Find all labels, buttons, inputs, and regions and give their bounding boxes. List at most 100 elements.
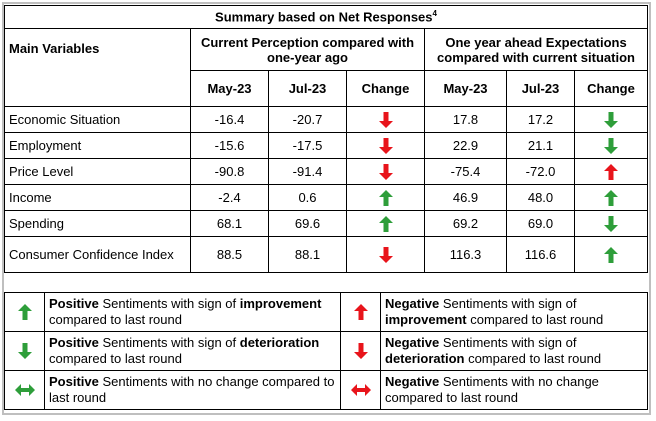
legend-icon-cell bbox=[4, 331, 45, 371]
current-perception-header: Current Perception compared with one-yea… bbox=[190, 28, 425, 71]
legend-bold2: deterioration bbox=[385, 351, 465, 366]
legend-t2: compared to last round bbox=[464, 351, 602, 366]
table-row: Employment -15.6 -17.5 22.9 21.1 bbox=[4, 132, 649, 159]
legend-row: Positive Sentiments with no change compa… bbox=[4, 370, 648, 410]
cur-jul-value: -17.5 bbox=[268, 132, 347, 159]
arrow-down-red-icon bbox=[378, 111, 393, 128]
arrow-up-red-icon bbox=[604, 163, 619, 180]
ahd-jul-value: -72.0 bbox=[506, 158, 575, 185]
legend-bold1: Positive bbox=[49, 296, 99, 311]
cur-jul-value: -20.7 bbox=[268, 106, 347, 133]
legend-text: Positive Sentiments with sign of improve… bbox=[44, 292, 341, 332]
ahd-may-value: 17.8 bbox=[424, 106, 507, 133]
table-title: Summary based on Net Responses4 bbox=[3, 5, 649, 29]
legend-icon-cell bbox=[340, 331, 381, 371]
cur-may-value: 68.1 bbox=[190, 210, 269, 237]
legend-icon-cell bbox=[340, 292, 381, 332]
variable-name: Spending bbox=[4, 210, 191, 237]
table-row: Income -2.4 0.6 46.9 48.0 bbox=[4, 184, 649, 211]
arrow-down-red-icon bbox=[353, 343, 368, 359]
arrow-both-red-icon bbox=[350, 384, 371, 396]
legend-t2: compared to last round bbox=[49, 351, 182, 366]
legend-icon-cell bbox=[4, 292, 45, 332]
legend-table: Positive Sentiments with sign of improve… bbox=[4, 292, 648, 410]
cur-may-value: -16.4 bbox=[190, 106, 269, 133]
ahd-may-value: 22.9 bbox=[424, 132, 507, 159]
ahd-jul-value: 48.0 bbox=[506, 184, 575, 211]
cur-may-header: May-23 bbox=[190, 70, 269, 107]
table-row: Consumer Confidence Index 88.5 88.1 116.3 11… bbox=[4, 236, 649, 273]
legend-bold2: deterioration bbox=[239, 335, 320, 350]
cur-may-value: -2.4 bbox=[190, 184, 269, 211]
arrow-up-green-icon bbox=[604, 246, 619, 263]
legend-t2: compared to last round bbox=[49, 312, 182, 327]
ahd-change bbox=[573, 236, 649, 273]
cur-jul-value: 0.6 bbox=[268, 184, 347, 211]
arrow-up-green-icon bbox=[378, 215, 393, 232]
title-text: Summary based on Net Responses bbox=[215, 9, 433, 25]
ahd-jul-value: 17.2 bbox=[506, 106, 575, 133]
legend-t1: Sentiments with sign of bbox=[439, 335, 577, 350]
legend-icon-cell bbox=[4, 370, 45, 410]
arrow-down-red-icon bbox=[378, 137, 393, 154]
cur-may-value: -90.8 bbox=[190, 158, 269, 185]
ahd-jul-value: 69.0 bbox=[506, 210, 575, 237]
arrow-down-green-icon bbox=[604, 215, 619, 232]
variable-name: Price Level bbox=[4, 158, 191, 185]
arrow-both-green-icon bbox=[14, 384, 35, 396]
ahd-jul-value: 116.6 bbox=[506, 236, 575, 273]
legend-bold1: Negative bbox=[385, 335, 440, 350]
cur-jul-value: -91.4 bbox=[268, 158, 347, 185]
ahd-change-header: Change bbox=[573, 70, 649, 107]
legend-bold1: Negative bbox=[385, 296, 440, 311]
legend-t1: Sentiments with sign of bbox=[439, 296, 577, 311]
ahd-change bbox=[573, 132, 649, 159]
cur-may-value: 88.5 bbox=[190, 236, 269, 273]
legend-text: Negative Sentiments with no change compa… bbox=[380, 370, 648, 410]
legend-text: Positive Sentiments with no change compa… bbox=[44, 370, 341, 410]
cur-change bbox=[346, 158, 425, 185]
summary-table: Summary based on Net Responses4 Main Var… bbox=[3, 5, 649, 273]
cur-change-header: Change bbox=[346, 70, 425, 107]
arrow-down-green-icon bbox=[604, 137, 619, 154]
legend-row: Positive Sentiments with sign of improve… bbox=[4, 292, 648, 332]
arrow-down-green-icon bbox=[17, 343, 32, 359]
legend-bold1: Positive bbox=[49, 374, 99, 389]
main-variables-header: Main Variables bbox=[4, 28, 191, 107]
ahd-jul-header: Jul-23 bbox=[506, 70, 575, 107]
ahd-may-value: 46.9 bbox=[424, 184, 507, 211]
legend-bold1: Positive bbox=[49, 335, 99, 350]
arrow-up-red-icon bbox=[353, 304, 368, 320]
ahd-change bbox=[573, 158, 649, 185]
legend-bold1: Negative bbox=[385, 374, 440, 389]
arrow-down-red-icon bbox=[378, 163, 393, 180]
ahd-change bbox=[573, 210, 649, 237]
cur-change bbox=[346, 210, 425, 237]
cur-change bbox=[346, 184, 425, 211]
legend-t1: Sentiments with no change compared to la… bbox=[49, 374, 335, 405]
cur-jul-header: Jul-23 bbox=[268, 70, 347, 107]
arrow-up-green-icon bbox=[604, 189, 619, 206]
cur-change bbox=[346, 106, 425, 133]
variable-name: Economic Situation bbox=[4, 106, 191, 133]
cur-jul-value: 88.1 bbox=[268, 236, 347, 273]
legend-icon-cell bbox=[340, 370, 381, 410]
summary-frame bbox=[2, 2, 651, 415]
legend-bold2: improvement bbox=[385, 312, 467, 327]
ahd-may-value: -75.4 bbox=[424, 158, 507, 185]
legend-bold2: improvement bbox=[239, 296, 322, 311]
arrow-down-green-icon bbox=[604, 111, 619, 128]
variable-name: Employment bbox=[4, 132, 191, 159]
cur-jul-value: 69.6 bbox=[268, 210, 347, 237]
variable-name: Consumer Confidence Index bbox=[4, 236, 191, 273]
legend-t2: compared to last round bbox=[466, 312, 604, 327]
legend-text: Negative Sentiments with sign of deterio… bbox=[380, 331, 648, 371]
ahd-change bbox=[573, 106, 649, 133]
title-footnote: 4 bbox=[432, 9, 437, 19]
ahd-may-header: May-23 bbox=[424, 70, 507, 107]
legend-row: Positive Sentiments with sign of deterio… bbox=[4, 331, 648, 371]
table-row: Spending 68.1 69.6 69.2 69.0 bbox=[4, 210, 649, 237]
ahd-jul-value: 21.1 bbox=[506, 132, 575, 159]
arrow-down-red-icon bbox=[378, 246, 393, 263]
cur-change bbox=[346, 132, 425, 159]
